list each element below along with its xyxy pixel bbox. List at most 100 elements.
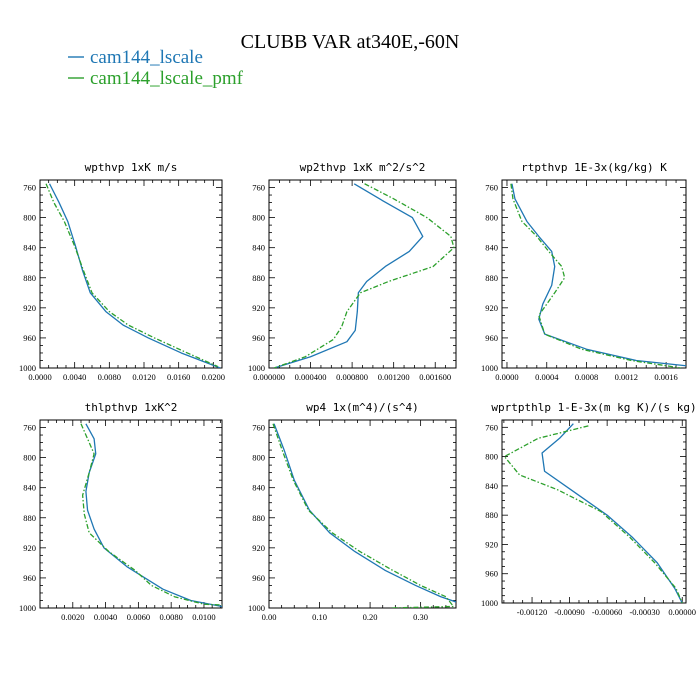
y-tick-label: 880 xyxy=(23,273,36,283)
plot-frame xyxy=(39,419,223,609)
panel-6: wprtpthlp 1-E-3x(m kg K)/(s kg) 760 800 840… xyxy=(481,401,697,617)
x-tick-label: 0.0200 xyxy=(202,372,225,382)
x-tick-label: 0.0012 xyxy=(615,372,638,382)
y-tick-label: 960 xyxy=(252,333,265,343)
y-tick-label: 1000 xyxy=(19,363,36,373)
y-tick-label: 960 xyxy=(485,333,498,343)
y-tick-label: 1000 xyxy=(481,598,498,608)
y-tick-label: 840 xyxy=(252,243,265,253)
y-tick-label: 880 xyxy=(23,513,36,523)
x-tick-label: 0.0160 xyxy=(167,372,190,382)
x-tick-label: 0.0020 xyxy=(61,612,84,622)
plot-frame xyxy=(501,179,687,369)
series-line-cam144_lscale_pmf xyxy=(272,423,455,608)
x-tick-label: 0.0008 xyxy=(575,372,598,382)
y-tick-label: 920 xyxy=(485,539,498,549)
y-tick-label: 1000 xyxy=(481,363,498,373)
y-tick-label: 880 xyxy=(485,273,498,283)
series-line-cam144_lscale xyxy=(273,423,456,603)
y-tick-label: 800 xyxy=(485,452,498,462)
y-tick-label: 1000 xyxy=(248,603,265,613)
y-tick-label: 800 xyxy=(485,213,498,223)
panel-2: wp2thvp 1xK m^2/s^2 760 800 840 880 920 960 100… xyxy=(248,161,457,382)
x-tick-label: 0.10 xyxy=(312,612,327,622)
y-tick-label: 840 xyxy=(23,483,36,493)
x-tick-label: 0.0016 xyxy=(654,372,677,382)
y-tick-label: 880 xyxy=(252,273,265,283)
x-tick-label: 0.000000 xyxy=(253,372,285,382)
series-line-cam144_lscale_pmf xyxy=(45,183,218,368)
x-tick-label: -0.00060 xyxy=(592,607,622,617)
y-tick-label: 760 xyxy=(252,183,265,193)
x-tick-label: 0.0004 xyxy=(535,372,559,382)
y-tick-label: 840 xyxy=(252,483,265,493)
x-tick-label: 0.0040 xyxy=(94,612,117,622)
y-tick-label: 880 xyxy=(485,510,498,520)
y-tick-label: 920 xyxy=(23,543,36,553)
y-tick-label: 1000 xyxy=(248,363,265,373)
x-tick-label: 0.0100 xyxy=(192,612,215,622)
plot-frame xyxy=(501,419,687,604)
series-line-cam144_lscale xyxy=(85,423,222,608)
y-tick-label: 760 xyxy=(23,183,36,193)
panel-4: thlpthvp 1xK^2 760 800 840 880 920 960 1000 0.00… xyxy=(19,401,223,622)
series-line-cam144_lscale_pmf xyxy=(510,183,682,368)
x-tick-label: 0.0000 xyxy=(28,372,51,382)
y-tick-label: 760 xyxy=(23,423,36,433)
panel-title: wp4 1x(m^4)/(s^4) xyxy=(306,401,419,414)
panel-3: rtpthvp 1E-3x(kg/kg) K 760 800 840 880 920 960… xyxy=(481,161,687,382)
y-tick-label: 960 xyxy=(252,573,265,583)
x-tick-label: 0.0040 xyxy=(63,372,86,382)
y-tick-label: 880 xyxy=(252,513,265,523)
y-tick-label: 960 xyxy=(485,569,498,579)
y-tick-label: 760 xyxy=(485,183,498,193)
y-tick-label: 960 xyxy=(23,333,36,343)
panel-grid: wpthvp 1xK m/s76080084088092096010000.00… xyxy=(19,161,697,622)
y-tick-label: 800 xyxy=(23,213,36,223)
y-tick-label: 920 xyxy=(485,303,498,313)
x-tick-label: 0.0000 xyxy=(495,372,518,382)
y-tick-label: 760 xyxy=(252,423,265,433)
y-tick-label: 840 xyxy=(485,243,498,253)
x-tick-label: 0.30 xyxy=(413,612,428,622)
series-line-cam144_lscale xyxy=(48,183,221,368)
series-line-cam144_lscale xyxy=(541,423,683,603)
series-line-cam144_lscale_pmf xyxy=(503,425,683,603)
x-tick-label: 0.000400 xyxy=(295,372,327,382)
x-tick-label: 0.0120 xyxy=(132,372,155,382)
panel-5: wp4 1x(m^4)/(s^4)76080084088092096010000… xyxy=(248,401,457,622)
x-tick-label: 0.000800 xyxy=(336,372,368,382)
y-tick-label: 920 xyxy=(252,543,265,553)
panel-title: wprtpthlp 1-E-3x(m kg K)/(s kg) xyxy=(491,401,696,414)
figure-title: CLUBB VAR at340E,-60N xyxy=(241,31,460,53)
y-tick-label: 840 xyxy=(485,481,498,491)
x-tick-label: 0.001600 xyxy=(419,372,451,382)
y-tick-label: 800 xyxy=(23,453,36,463)
y-tick-label: 840 xyxy=(23,243,36,253)
y-tick-label: 960 xyxy=(23,573,36,583)
panel-1: wpthvp 1xK m/s76080084088092096010000.00… xyxy=(19,161,225,382)
panel-title: wpthvp 1xK m/s xyxy=(85,161,178,174)
series-line-cam144_lscale xyxy=(511,183,686,367)
plot-frame xyxy=(268,419,457,609)
y-tick-label: 800 xyxy=(252,213,265,223)
x-tick-label: 0.0060 xyxy=(127,612,150,622)
y-tick-label: 1000 xyxy=(19,603,36,613)
x-tick-label: 0.00000 xyxy=(668,607,696,617)
y-tick-label: 760 xyxy=(485,422,498,432)
x-tick-label: 0.20 xyxy=(363,612,378,622)
x-tick-label: 0.0080 xyxy=(98,372,121,382)
y-tick-label: 920 xyxy=(252,303,265,313)
legend-label-cam144_lscale_pmf: cam144_lscale_pmf xyxy=(90,68,244,89)
x-tick-label: 0.0080 xyxy=(159,612,182,622)
x-tick-label: 0.001200 xyxy=(378,372,410,382)
series-line-cam144_lscale_pmf xyxy=(80,423,222,606)
panel-title: thlpthvp 1xK^2 xyxy=(85,401,178,414)
x-tick-label: -0.00090 xyxy=(554,607,584,617)
y-tick-label: 920 xyxy=(23,303,36,313)
x-tick-label: -0.00120 xyxy=(517,607,547,617)
series-line-cam144_lscale_pmf xyxy=(273,183,455,368)
x-tick-label: -0.00030 xyxy=(629,607,659,617)
